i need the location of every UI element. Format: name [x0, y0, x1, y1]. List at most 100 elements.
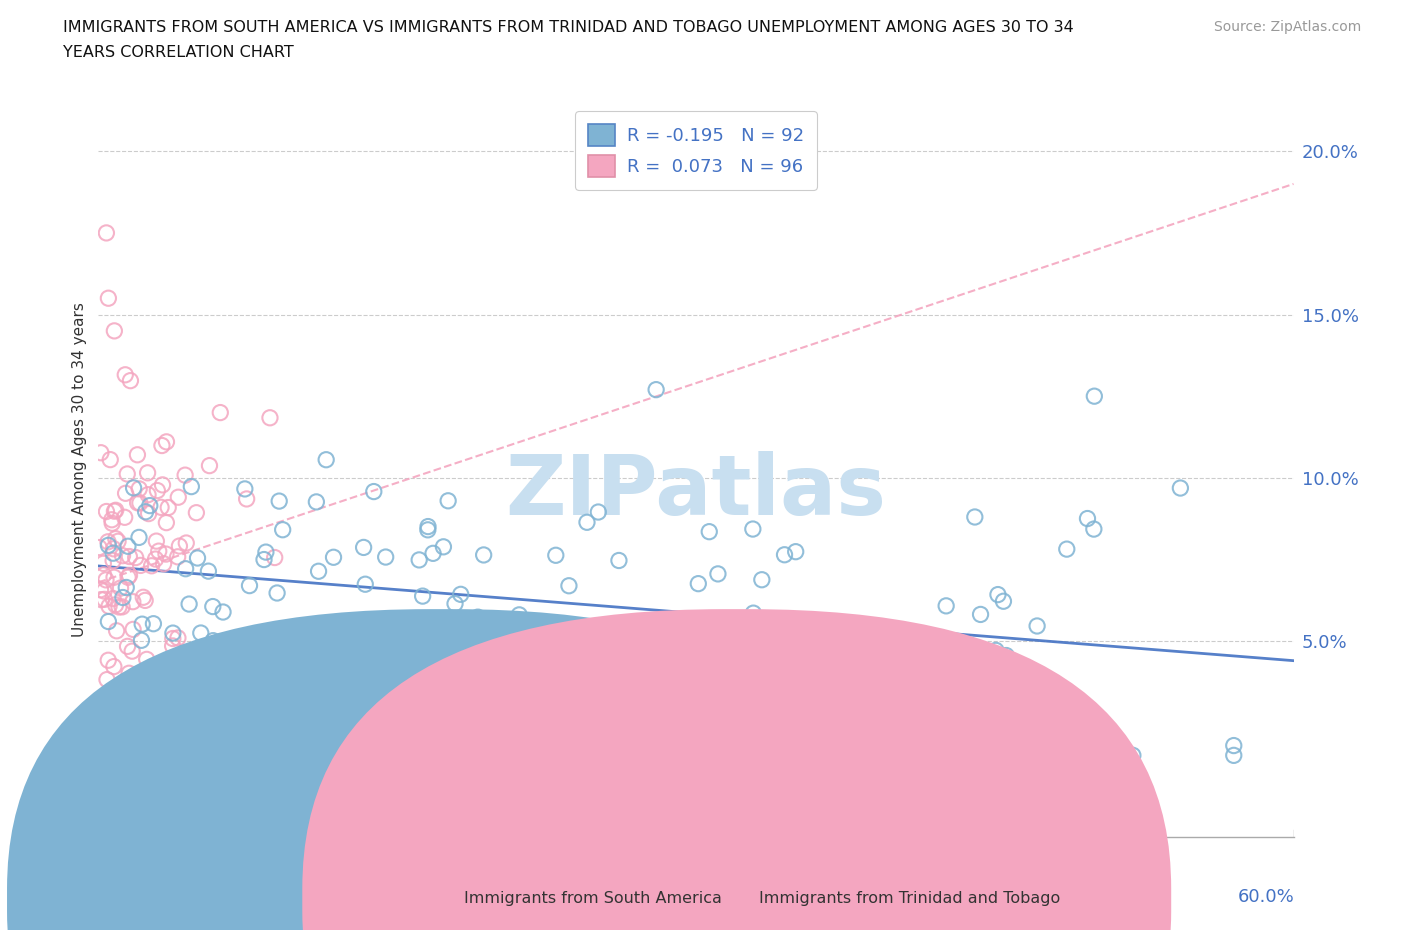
Point	[751, 572, 773, 587]
Point	[150, 500, 173, 515]
Point	[145, 534, 167, 549]
Point	[138, 506, 160, 521]
Point	[141, 558, 163, 573]
Point	[104, 597, 127, 612]
Point	[96, 672, 118, 687]
Point	[93, 591, 115, 606]
Point	[127, 447, 149, 462]
Point	[120, 373, 142, 388]
Point	[148, 544, 170, 559]
Point	[174, 562, 197, 577]
Point	[190, 626, 212, 641]
Point	[233, 482, 256, 497]
Point	[209, 405, 232, 420]
Point	[363, 485, 385, 499]
Point	[97, 653, 120, 668]
Point	[101, 516, 124, 531]
Point	[238, 578, 260, 593]
Point	[155, 515, 177, 530]
Point	[98, 452, 121, 467]
Point	[1026, 618, 1049, 633]
Point	[162, 626, 184, 641]
Point	[416, 523, 439, 538]
Point	[155, 434, 177, 449]
Point	[152, 477, 174, 492]
Point	[153, 699, 176, 714]
Point	[101, 546, 124, 561]
Point	[103, 324, 125, 339]
Point	[89, 582, 111, 597]
Point	[118, 568, 141, 583]
Point	[104, 503, 127, 518]
Point	[114, 485, 136, 500]
Point	[485, 671, 508, 686]
Point	[697, 525, 720, 539]
Point	[142, 617, 165, 631]
Point	[984, 643, 1007, 658]
Point	[247, 727, 270, 742]
Point	[124, 551, 146, 565]
Point	[450, 587, 472, 602]
Point	[773, 548, 796, 563]
Point	[132, 590, 155, 604]
Point	[969, 607, 991, 622]
Point	[607, 553, 630, 568]
Point	[91, 780, 114, 795]
Point	[212, 689, 235, 704]
Point	[97, 614, 120, 629]
Point	[1223, 748, 1246, 763]
Point	[101, 553, 124, 568]
Text: 0.0%: 0.0%	[97, 888, 142, 907]
Point	[131, 617, 153, 631]
Point	[422, 546, 444, 561]
Point	[98, 599, 121, 614]
Point	[1083, 389, 1105, 404]
Point	[467, 610, 489, 625]
Point	[742, 605, 765, 620]
Point	[508, 607, 530, 622]
Point	[122, 622, 145, 637]
Point	[94, 573, 117, 588]
Point	[963, 510, 986, 525]
Text: Immigrants from Trinidad and Tobago: Immigrants from Trinidad and Tobago	[759, 891, 1060, 906]
Point	[117, 538, 139, 553]
Point	[103, 659, 125, 674]
Y-axis label: Unemployment Among Ages 30 to 34 years: Unemployment Among Ages 30 to 34 years	[72, 302, 87, 637]
Point	[103, 721, 125, 736]
Point	[419, 685, 441, 700]
Point	[114, 367, 136, 382]
Point	[104, 531, 127, 546]
Point	[100, 703, 122, 718]
Point	[315, 452, 337, 467]
Point	[287, 623, 309, 638]
Point	[93, 583, 115, 598]
Point	[128, 496, 150, 511]
Point	[153, 671, 176, 685]
Point	[987, 587, 1010, 602]
Point	[97, 291, 120, 306]
Point	[97, 535, 120, 550]
Point	[1056, 541, 1078, 556]
Point	[197, 564, 219, 578]
Point	[136, 487, 159, 502]
Point	[993, 594, 1015, 609]
Point	[131, 632, 153, 647]
Point	[136, 465, 159, 480]
Point	[108, 600, 131, 615]
Point	[588, 505, 610, 520]
Point	[308, 564, 330, 578]
Point	[135, 652, 157, 667]
Point	[1122, 748, 1144, 763]
Point	[688, 577, 710, 591]
Point	[129, 558, 152, 573]
Point	[117, 570, 139, 585]
Point	[118, 666, 141, 681]
Point	[167, 490, 190, 505]
Point	[121, 644, 143, 658]
Point	[97, 538, 120, 552]
Point	[658, 630, 681, 644]
Point	[135, 504, 157, 519]
Point	[169, 538, 191, 553]
Point	[179, 764, 201, 779]
Point	[101, 512, 124, 527]
